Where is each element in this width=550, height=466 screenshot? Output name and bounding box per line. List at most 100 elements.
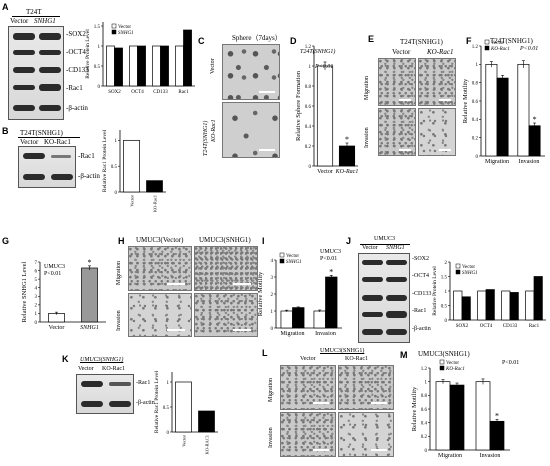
blot-label-cd133: -CD133 [66,66,89,74]
bar-j-snhg1-0 [461,296,471,321]
y-tick-label-d: 1.2 [305,45,312,50]
y-axis-label-m: Relative Motility [411,386,418,431]
y-tick-label-g: 1 [35,312,38,317]
y-tick-label-j: 2 [445,261,448,266]
legend-swatch-m-0 [439,359,445,365]
lane-label-vector: Vector [10,17,29,25]
panel-label-l: L [262,348,268,358]
row-label-migration-h: Migration [116,261,122,285]
micro-e-inv-vec [378,108,416,156]
y-tick-label-k: 0 [167,431,170,436]
bar-j-vector-0 [453,290,463,321]
legend-swatch-f-1 [484,45,490,51]
micro-title-e: T24T(SNHG1) [400,38,443,46]
blot-label-rac1-b: -Rac1 [78,152,95,160]
lane-label-k-vector: Vector [78,366,94,372]
y-tick-label-d: 1 [309,65,312,70]
blot-title-k: UMUC3(SNHG1) [80,357,124,363]
panel-label-c: C [198,36,205,46]
y-tick-label-b: 1 [115,139,118,144]
y-tick-label-m: 0.6 [421,408,428,413]
x-tick-label-k: Vector [182,435,187,447]
bar-j-snhg1-3 [533,276,543,321]
bar-b-ko-rac1-1 [146,180,163,193]
significance-star-g: * [88,258,92,267]
bar-j-snhg1-2 [509,292,519,321]
y-axis-label-g: Relative SNHG1 Level [21,261,28,322]
y-tick-label-b: 0 [115,191,118,196]
micro-l-mig-vec [280,365,336,410]
bar-d-vector-0 [316,65,334,167]
legend-label-i-1: SNHG1 [286,260,302,265]
panel-label-b: B [2,126,9,136]
x-tick-label-j: SOX2 [456,324,469,329]
chart-i-annot-cell: UMUC3 [320,249,342,255]
y-tick-label-m: 1 [425,380,428,385]
y-tick-label-m: 0.4 [421,421,428,426]
bar-k-ko-rac1-1 [198,410,215,433]
x-tick-label-d: KO-Rac1 [335,169,359,175]
legend-swatch-j-0 [455,263,461,269]
y-tick-label-g: 5 [35,278,38,283]
bar-m-vector-1 [475,381,491,451]
legend-label-a-1: SNHG1 [118,31,134,36]
bar-a-snhg1-3 [183,29,192,87]
legend-swatch-i-1 [279,258,285,264]
blot-title-b: T24T(SNHG1) [20,129,63,137]
row-label-ko-c: KO-Rac1 [211,119,217,142]
chart-f-pvalue: P<0.01 [520,46,539,52]
chart-f-title: T24T(SNHG1) [490,37,533,45]
bar-j-vector-3 [525,290,535,321]
micro-l-inv-ko [338,412,394,457]
y-tick-label-i: 2 [271,293,274,298]
bar-a-vector-2 [152,45,161,87]
legend-label-f-0: Vector [491,41,504,46]
y-tick-label-k: 0.5 [163,406,170,411]
y-axis-label-f: Relative Motility [462,78,469,123]
sphere-image-ko [222,102,280,158]
col-label-vector-e: Vector [392,48,411,56]
micro-h-inv-vec [128,293,192,337]
x-tick-label-j: Rac1 [529,324,540,329]
y-axis-label-d: Relative Sphere Formation [295,70,302,141]
bar-g-snhg1-1 [81,267,98,323]
row-label-vector-c: Vector [210,58,216,74]
blot-label-k-rac1: -Rac1 [136,380,151,386]
blot-label-j-rac1: -Rac1 [412,308,427,314]
y-axis-label-a: Relative Protein Level [85,29,91,79]
blot-label-oct4: -OCT4 [66,48,86,56]
panel-label-f: F [466,36,472,46]
micro-e-mig-ko [418,58,456,106]
sphere-title: Sphere（7days） [232,34,282,42]
y-tick-label-d: 0.4 [305,125,312,130]
western-blot-k [76,374,134,414]
y-tick-label-g: 7 [35,261,38,266]
x-tick-label-a: Rac1 [178,90,189,95]
row-label-migration-l: Migration [268,378,274,402]
bar-k-vector-0 [175,381,192,433]
legend-label-j-1: SNHG1 [462,271,478,276]
row-label-invasion-h: Invasion [116,310,122,331]
blot-title-j: UMUC3 [374,236,396,242]
bar-m-ko-rac1-0 [449,384,465,451]
legend-swatch-m-1 [439,365,445,371]
col-label-ko-e: KO-Rac1 [427,48,454,56]
y-axis-label-i: Relative Motility [257,271,264,316]
row-label-invasion-e: Invasion [364,127,370,148]
legend-swatch-i-0 [279,252,285,258]
micro-h-inv-snhg1 [194,293,258,337]
x-tick-label-i: Migration [281,331,305,337]
col-label-h-vector: UMUC3(Vector) [136,236,184,244]
row-label-invasion-l: Invasion [268,427,274,448]
blot-label-actin-b: -β-actin [78,172,100,180]
micro-l-inv-vec [280,412,336,457]
micro-title-l: UMUC3(SNHG1) [320,348,365,354]
y-axis-label-j: Relative Protein Level [432,266,438,316]
y-tick-label-g: 6 [35,269,38,274]
panel-label-j: J [346,236,352,246]
col-label-l-ko: KO-Rac1 [345,356,368,362]
legend-swatch-a-1 [111,29,117,35]
x-tick-label-i: Invasion [315,331,336,337]
blot-label-j-actin: -β-actin [412,326,431,332]
